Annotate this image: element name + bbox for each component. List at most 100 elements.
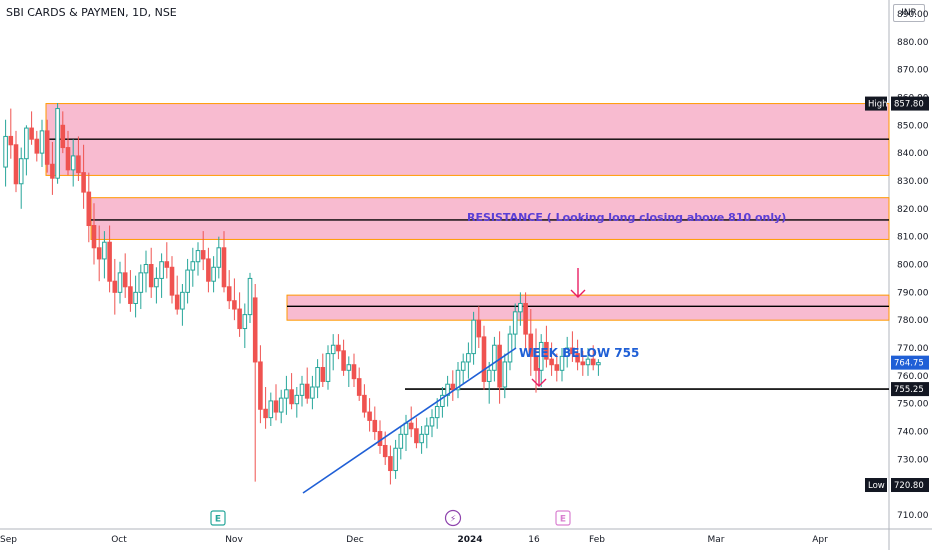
time-tick-label: Sep — [0, 535, 17, 545]
candle-body — [216, 247, 222, 268]
candle-body — [81, 172, 86, 193]
candle-body — [174, 294, 180, 310]
price-tag-box — [891, 355, 929, 370]
candle-body — [60, 124, 66, 149]
candle-body — [268, 400, 274, 419]
time-tick-label: 2024 — [457, 535, 482, 545]
candle-body — [471, 319, 476, 355]
candle-body — [237, 308, 242, 330]
candle-body — [507, 333, 513, 363]
candle-body — [304, 383, 310, 399]
candle-body — [330, 344, 336, 355]
candle-body — [367, 411, 372, 421]
candle-body — [211, 266, 216, 282]
candle-body — [408, 422, 414, 430]
candle-body — [455, 369, 461, 391]
candle-body — [232, 300, 237, 310]
price-tick-label: 730.00 — [897, 455, 929, 465]
candle-body — [580, 361, 586, 366]
time-tick-label: Oct — [111, 535, 127, 545]
candle-body — [564, 347, 570, 357]
candle-body — [336, 344, 341, 352]
candle-body — [55, 108, 60, 179]
candle-body — [492, 344, 497, 371]
candle-body — [8, 135, 14, 146]
price-tick-label: 780.00 — [897, 316, 929, 326]
candle-body — [533, 355, 539, 371]
candle-body — [476, 319, 482, 338]
candle-body — [143, 264, 149, 274]
candle-body — [96, 247, 102, 260]
candle-body — [481, 336, 487, 382]
candle-body — [570, 347, 575, 355]
candle-body — [299, 383, 305, 396]
candle-body — [351, 364, 357, 380]
price-tick-label: 740.00 — [897, 428, 929, 438]
price-tick-label: 710.00 — [897, 511, 929, 521]
candle-body — [252, 297, 258, 363]
candle-body — [86, 191, 92, 227]
time-tick-label: Nov — [225, 535, 243, 545]
candle-body — [523, 302, 528, 335]
currency-selector[interactable]: INR — [893, 4, 925, 22]
candle-body — [138, 272, 144, 293]
candle-body — [122, 272, 128, 288]
candle-body — [512, 311, 518, 335]
candle-body — [133, 291, 138, 304]
price-tick-label: 760.00 — [897, 372, 929, 382]
candle-body — [585, 358, 591, 366]
candle-body — [346, 364, 352, 371]
candle-body — [185, 269, 190, 293]
price-tick-label: 770.00 — [897, 344, 929, 354]
time-tick-label: Mar — [708, 535, 725, 545]
candle-body — [39, 130, 45, 154]
arrow-down-icon-head — [570, 289, 586, 298]
candle-body — [284, 389, 289, 399]
candle-body — [278, 397, 284, 413]
price-tick-label: 890.00 — [897, 10, 929, 20]
candle-body — [341, 350, 346, 371]
candle-body — [128, 286, 133, 304]
dividend-event-icon — [444, 509, 462, 527]
candle-body — [440, 394, 445, 407]
time-tick-label: Apr — [812, 535, 828, 545]
price-tag-label: Low — [868, 481, 885, 491]
candle-body — [112, 280, 118, 293]
candle-body — [117, 272, 123, 293]
price-tick-label: 850.00 — [897, 121, 929, 131]
time-tick-label: Dec — [346, 535, 363, 545]
candle-body — [518, 302, 523, 313]
candle-body — [76, 155, 81, 174]
candle-body — [434, 405, 440, 419]
candle-body — [263, 408, 268, 419]
price-tick-label: 790.00 — [897, 288, 929, 298]
candle-body — [294, 394, 300, 405]
candle-body — [575, 353, 580, 363]
candle-body — [538, 341, 544, 371]
candle-body — [414, 428, 419, 444]
candle-body — [102, 241, 107, 260]
candle-body — [164, 261, 170, 268]
candle-body — [190, 261, 196, 271]
candle-body — [180, 291, 185, 310]
resistance-zone — [286, 294, 890, 321]
candle-body — [289, 389, 294, 405]
candle-body — [65, 147, 71, 171]
price-tick-label: 820.00 — [897, 205, 929, 215]
candle-body — [590, 358, 596, 366]
candle-body — [544, 341, 549, 360]
candle-body — [44, 130, 50, 165]
candle-body — [320, 367, 326, 382]
candle-body — [497, 344, 502, 388]
candle-body — [29, 127, 34, 140]
price-tick-label: 830.00 — [897, 177, 929, 187]
candle-body — [559, 355, 565, 371]
resistance-annotation: RESISTANCE ( Looking long closing above … — [467, 211, 786, 224]
price-tick-label: 880.00 — [897, 38, 929, 48]
candle-body — [107, 241, 112, 282]
candle-body — [486, 369, 492, 382]
candle-body — [372, 419, 378, 433]
price-tag-label-box — [865, 478, 887, 493]
price-tag-box — [891, 478, 929, 493]
